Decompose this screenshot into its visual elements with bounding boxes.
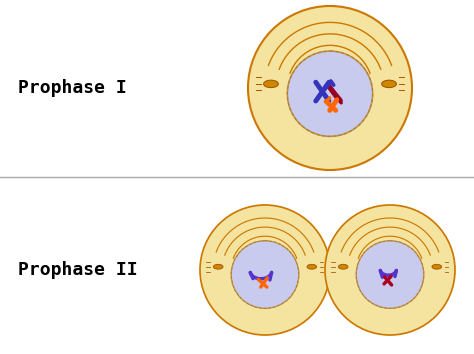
Ellipse shape (264, 80, 278, 87)
Ellipse shape (382, 80, 396, 87)
Circle shape (287, 51, 373, 136)
Ellipse shape (338, 264, 348, 269)
Text: Prophase II: Prophase II (18, 261, 137, 279)
Ellipse shape (432, 264, 442, 269)
Ellipse shape (307, 264, 317, 269)
Circle shape (248, 6, 412, 170)
Circle shape (231, 241, 299, 308)
Text: Prophase I: Prophase I (18, 79, 127, 97)
Ellipse shape (213, 264, 223, 269)
Circle shape (325, 205, 455, 335)
Circle shape (200, 205, 330, 335)
Circle shape (356, 241, 424, 308)
